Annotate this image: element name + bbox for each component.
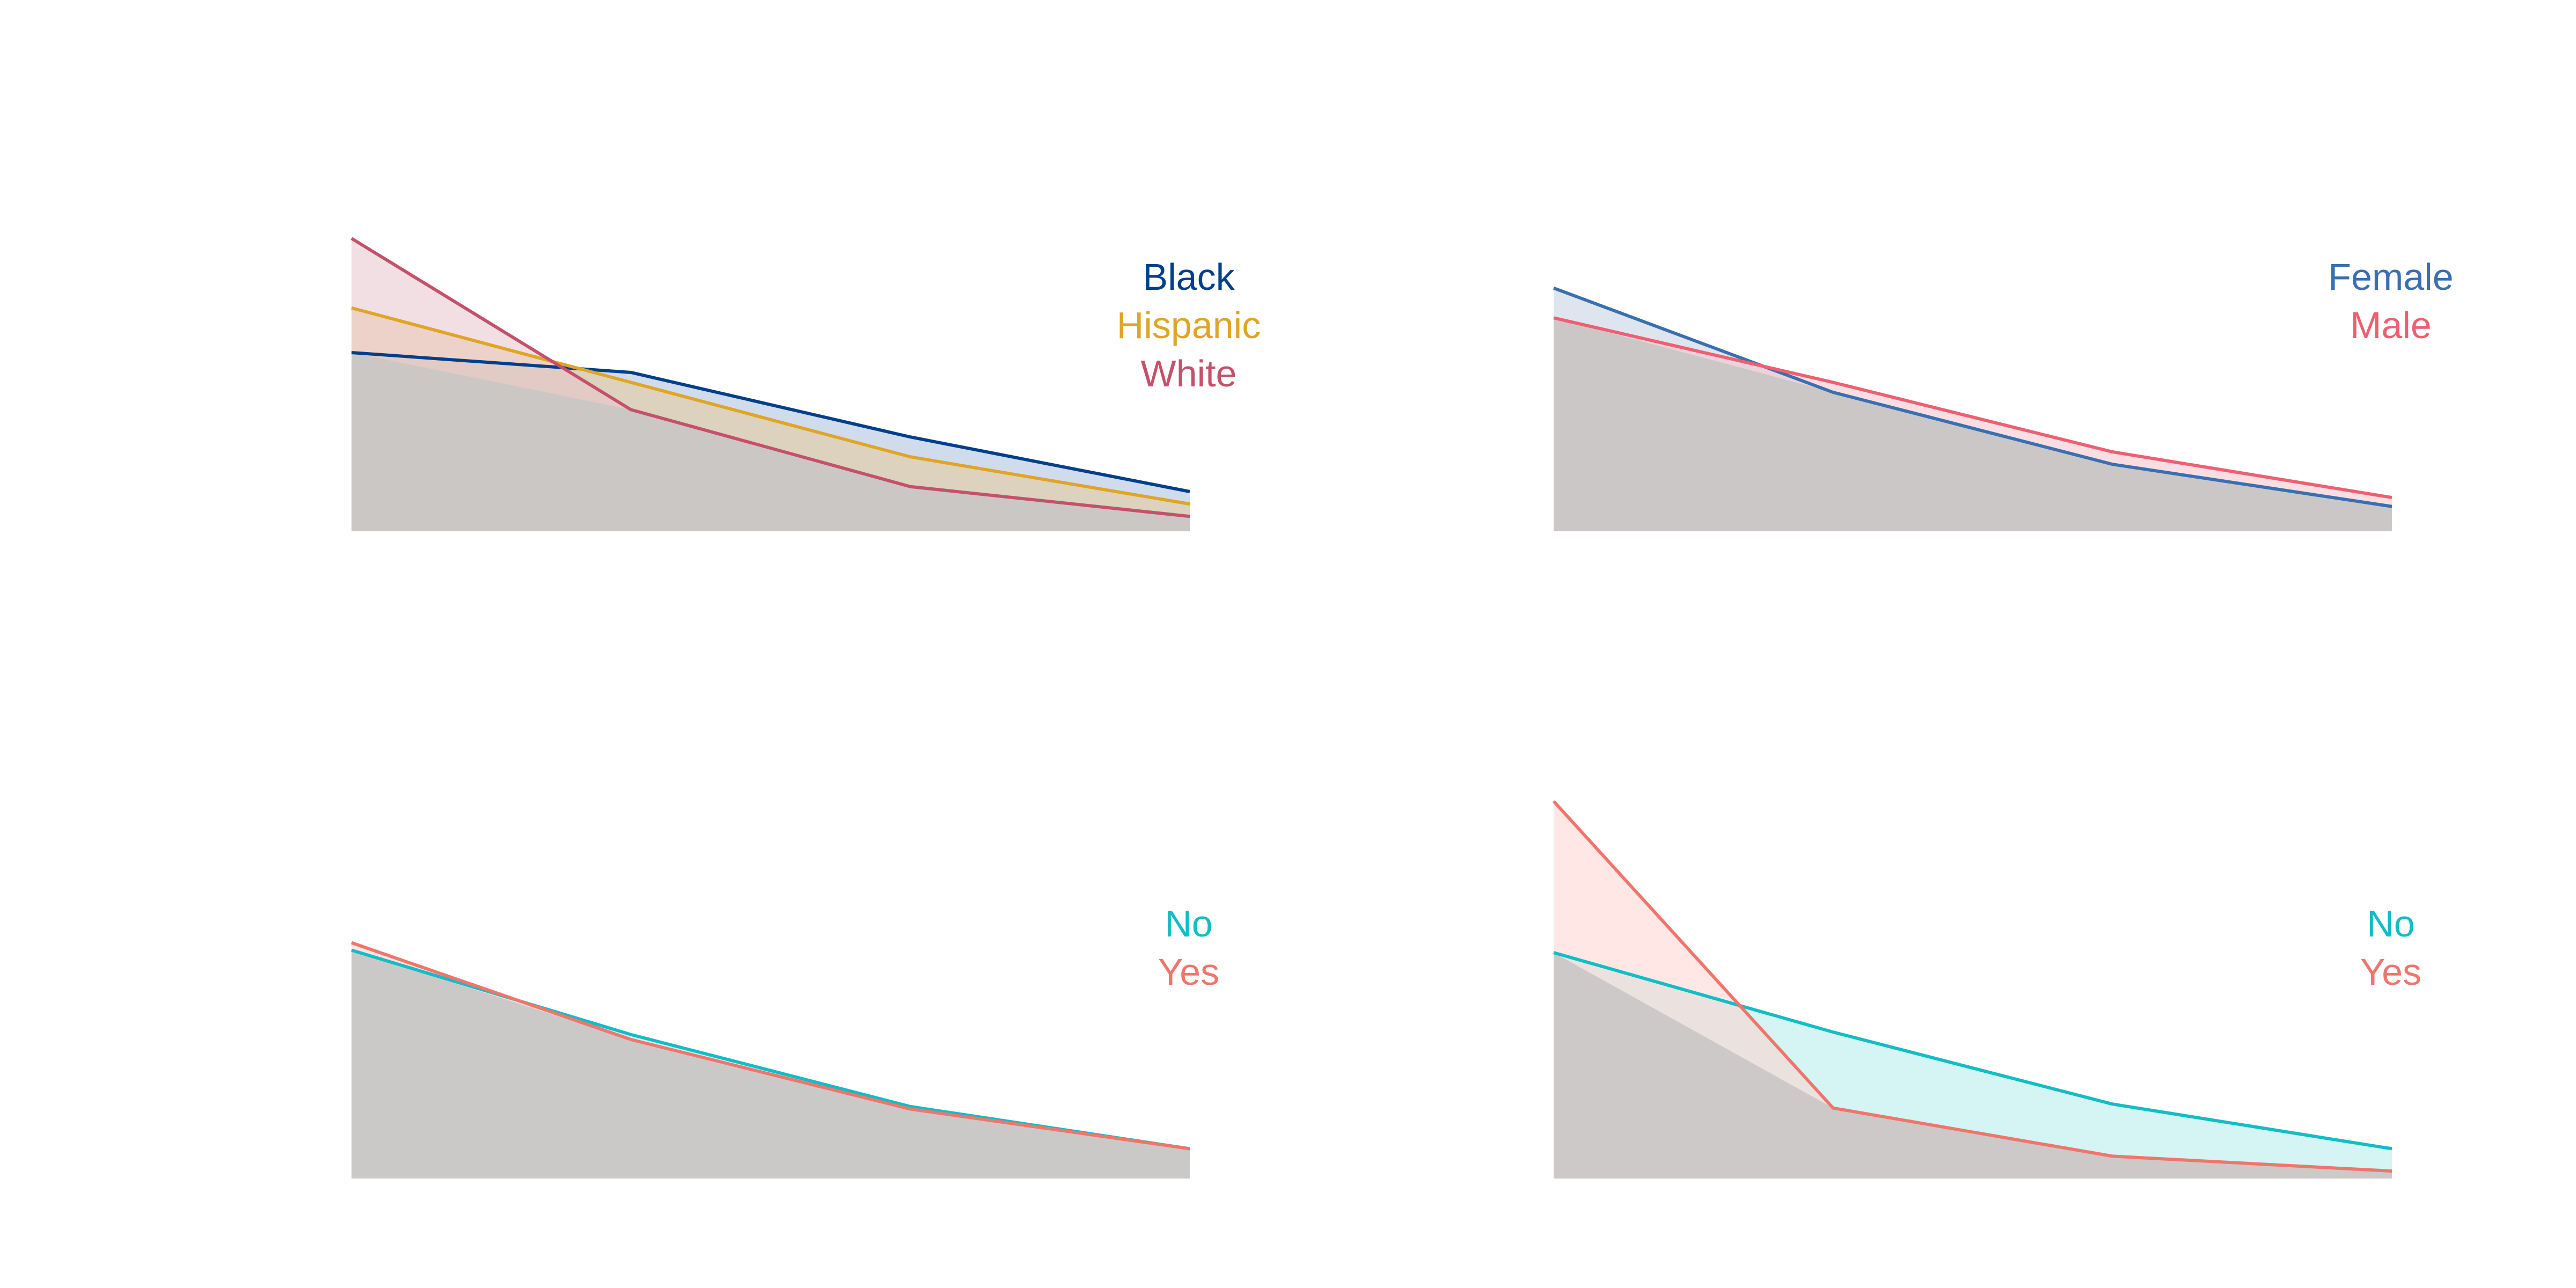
series-label-hispanic: Hispanic <box>1117 304 1261 346</box>
series-label-yes: Yes <box>2360 951 2421 993</box>
series-line-no <box>1553 951 2392 1151</box>
series-label-no: No <box>1165 903 1212 945</box>
series-label-black: Black <box>1143 256 1235 298</box>
series-line-yes <box>1552 800 2392 1173</box>
panel-bottom-left: No Yes <box>351 903 1219 1179</box>
series-line-black <box>351 351 1190 493</box>
overlap-area-top <box>1554 318 2392 531</box>
series-line-hispanic <box>351 306 1190 506</box>
overlap-area-top <box>352 950 1190 1179</box>
series-label-female: Female <box>2328 256 2453 298</box>
series-label-no: No <box>2367 903 2414 945</box>
series-line-male <box>1553 316 2392 500</box>
series-label-white: White <box>1141 353 1237 394</box>
series-line-white <box>350 237 1190 518</box>
overlap-area-top <box>1554 953 2392 1179</box>
series-label-male: Male <box>2350 304 2432 346</box>
series-line-yes <box>351 941 1190 1151</box>
series-line-female <box>1553 286 2392 508</box>
series-label-yes: Yes <box>1158 951 1219 993</box>
panel-top-right: Female Male <box>1553 256 2454 531</box>
overlap-area-top <box>352 353 1190 531</box>
panel-bottom-right: No Yes <box>1552 800 2421 1179</box>
panel-top-left: Black Hispanic White <box>350 237 1261 531</box>
